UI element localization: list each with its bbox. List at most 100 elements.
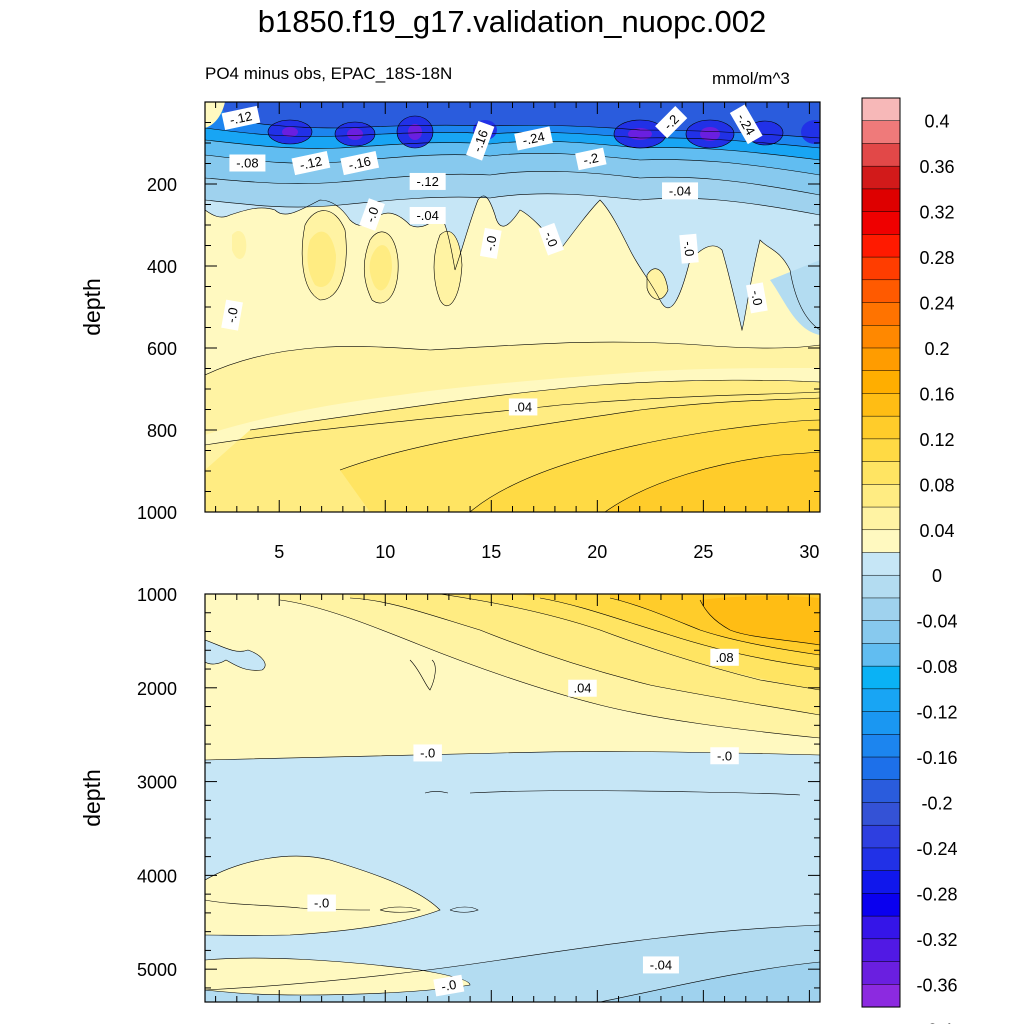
colorbar-swatch	[861, 802, 901, 826]
colorbar-swatch	[861, 915, 901, 940]
colorbar-swatch	[861, 984, 901, 1008]
x-tick-label: 25	[693, 542, 713, 562]
contour-label: -.0	[413, 744, 442, 762]
y-tick-label: 400	[147, 257, 177, 277]
contour-label-box	[221, 105, 261, 130]
contour-label-text: -.0	[420, 745, 435, 760]
y-tick-label: 800	[147, 421, 177, 441]
colorbar-label: -0.04	[916, 612, 957, 632]
contour-label-box	[679, 233, 699, 264]
tick-labels: 5 10 15 20 25 30 200 400 600 800 1000 1000 2000 3000 4…	[137, 175, 819, 980]
contour-label-text: -.0	[717, 748, 732, 763]
contour-label-text: -.04	[416, 208, 438, 223]
colorbar-label: 0.32	[919, 203, 954, 223]
contour-label-text: -.16	[469, 128, 491, 154]
contour-label-box	[710, 747, 739, 765]
contour-label: -.12	[291, 150, 331, 176]
contour-label-box	[479, 227, 502, 259]
colorbar-swatch	[861, 415, 901, 440]
contour-label: -.0	[433, 974, 465, 997]
contour-label: .04	[568, 679, 597, 697]
colorbar-label: -0.36	[916, 975, 957, 995]
contour-label: -.04	[642, 956, 679, 974]
contour-label: -.16	[466, 120, 495, 161]
lower-contour-lines	[205, 594, 820, 1002]
contour-label: -.04	[662, 182, 699, 200]
colorbar-swatch	[861, 484, 901, 508]
colorbar-swatch	[861, 506, 901, 531]
contour-label-box	[413, 744, 442, 762]
contour-label: -.0	[359, 198, 385, 231]
contour-label-text: -.0	[362, 205, 381, 224]
upper-axis-ticks	[205, 102, 820, 513]
units-label: mmol/m^3	[712, 69, 790, 88]
colorbar-swatch	[861, 256, 901, 281]
colorbar-label: -0.12	[916, 703, 957, 723]
contour-label-text: -.0	[681, 241, 697, 257]
lower-y-axis-title: depth	[79, 769, 105, 827]
colorbar-swatch	[861, 143, 901, 167]
colorbar-swatch	[861, 234, 901, 258]
contour-label-box	[359, 198, 385, 231]
colorbar-swatch	[861, 711, 901, 735]
colorbar-swatch	[861, 438, 901, 463]
colorbar-swatch	[861, 597, 901, 622]
colorbar-swatch	[861, 574, 901, 599]
colorbar-label: 0.16	[919, 384, 954, 404]
colorbar-label: 0.04	[919, 521, 954, 541]
lower-axis-ticks	[205, 593, 820, 1002]
colorbar-label: 0.28	[919, 248, 954, 268]
colorbar-label: -0.28	[916, 884, 957, 904]
contour-label-text: .04	[514, 399, 532, 414]
colorbar-label: -0.08	[916, 657, 957, 677]
colorbar-swatch	[861, 893, 901, 917]
contour-label-box	[433, 974, 465, 997]
y-tick-label: 4000	[137, 866, 177, 886]
contour-labels: -.12-.08 -.12 -.16-.16 -.24-.2-.2 -.24-.12-.…	[221, 104, 768, 997]
y-tick-label: 600	[147, 339, 177, 359]
contour-label: -.08	[229, 154, 266, 172]
colorbar-label: 0.12	[919, 430, 954, 450]
colorbar-swatch	[861, 620, 901, 644]
contour-label-box	[229, 154, 266, 172]
contour-label: -.2	[655, 106, 688, 139]
contour-label-text: .08	[716, 650, 734, 665]
colorbar-swatch	[861, 302, 901, 326]
colorbar-swatch	[861, 779, 901, 804]
colorbar-swatch	[861, 824, 901, 849]
colorbar-swatch	[861, 665, 901, 690]
colorbar-swatch	[861, 347, 901, 372]
y-tick-label: 1000	[137, 503, 177, 523]
contour-label-text: -.0	[314, 896, 329, 911]
contour-label-box	[409, 206, 446, 224]
contour-label-box	[409, 172, 446, 190]
contour-label-box	[746, 282, 768, 314]
contour-label: -.0	[221, 299, 243, 331]
colorbar-swatch	[861, 211, 901, 235]
colorbar-label: 0.36	[919, 157, 954, 177]
contour-label-box	[291, 150, 331, 176]
contour-label: -.0	[479, 227, 502, 259]
colorbar-swatch	[861, 870, 901, 894]
y-tick-label: 200	[147, 175, 177, 195]
chart-title: b1850.f19_g17.validation_nuopc.002	[257, 4, 767, 39]
colorbar-swatch	[861, 188, 901, 213]
contour-label: -.0	[307, 894, 336, 912]
colorbar-swatch	[861, 461, 901, 485]
contour-label: .08	[710, 648, 739, 666]
y-tick-label: 3000	[137, 773, 177, 793]
y-tick-label: 2000	[137, 679, 177, 699]
colorbar-swatch	[861, 938, 901, 963]
contour-label: .04	[508, 398, 538, 416]
contour-label-text: -.0	[482, 235, 499, 253]
x-tick-label: 15	[481, 542, 501, 562]
contour-label: -.0	[746, 282, 768, 314]
contour-label: -.12	[409, 172, 446, 190]
contour-label: -.0	[538, 222, 565, 256]
contour-label-text: -.0	[542, 229, 561, 248]
colorbar-label: -0.24	[916, 839, 957, 859]
contour-label-text: -.12	[228, 108, 253, 127]
colorbar-label: 0.4	[924, 112, 949, 132]
contour-label-box	[538, 222, 565, 256]
